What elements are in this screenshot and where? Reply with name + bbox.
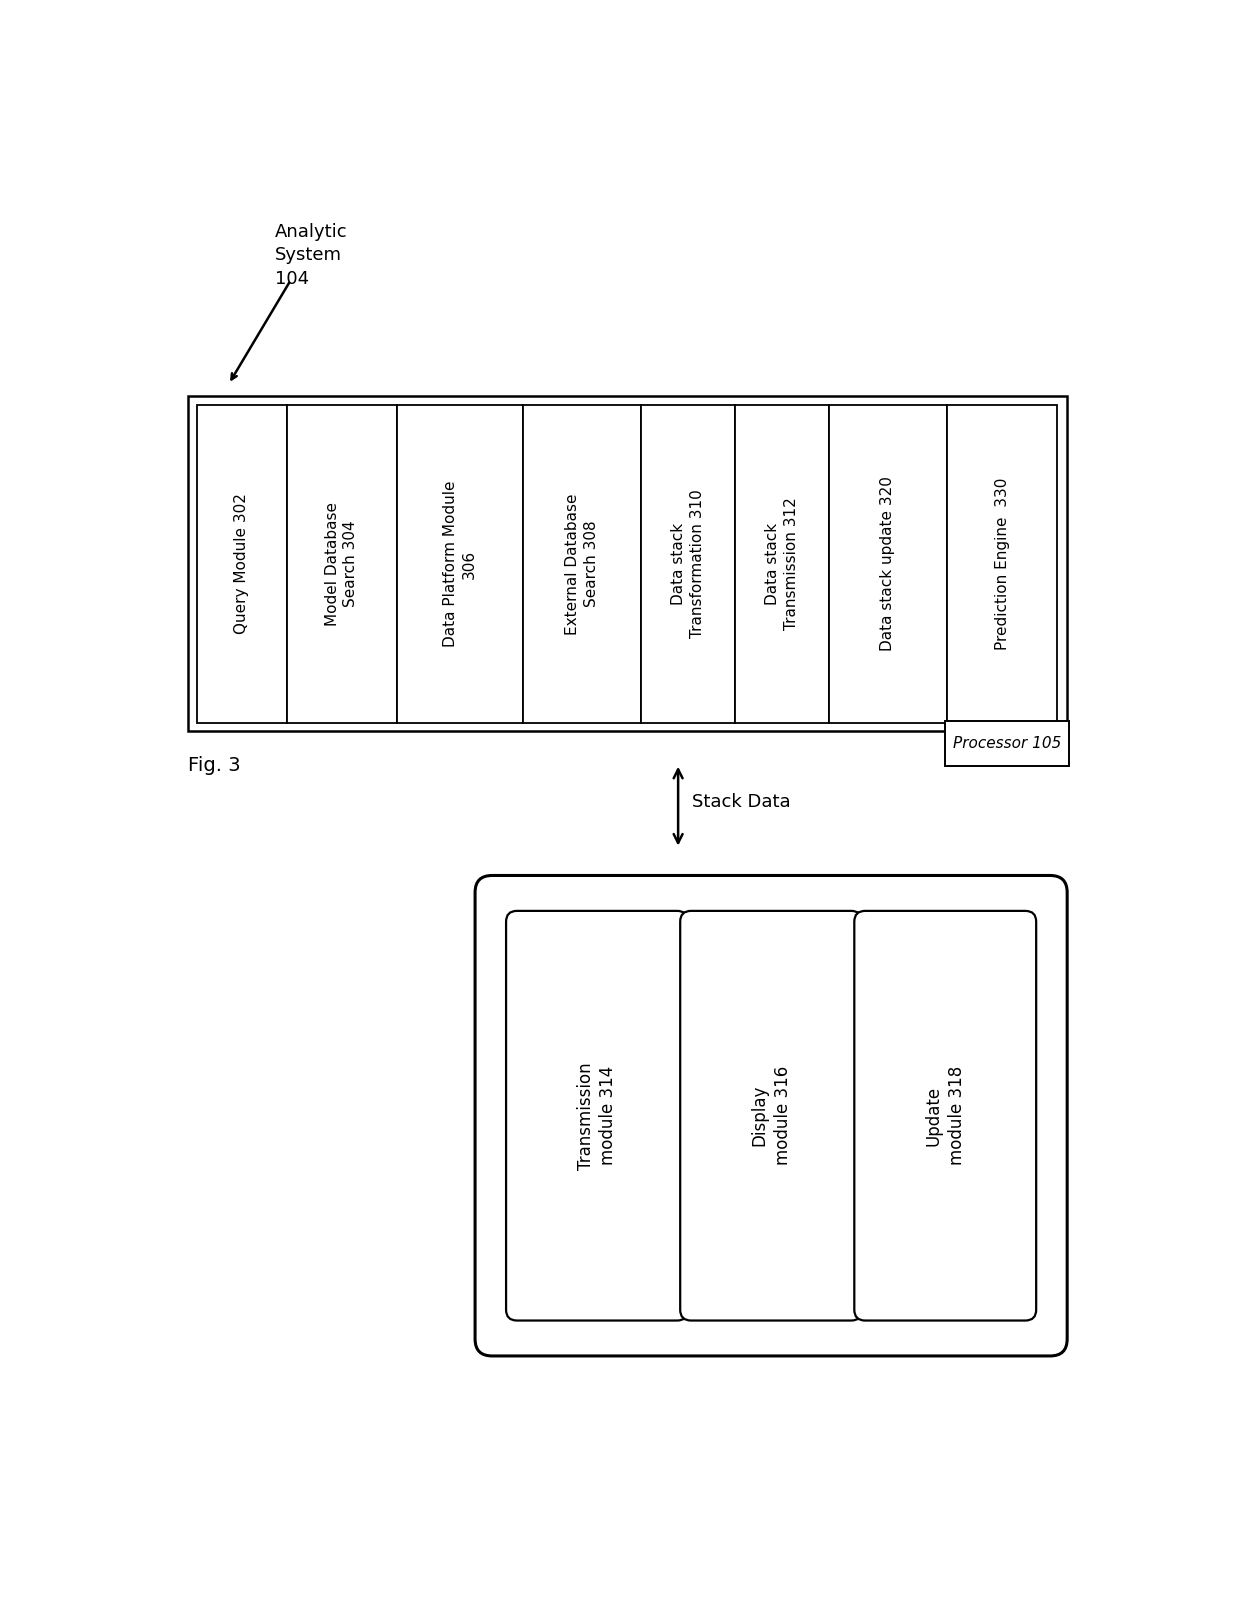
- Bar: [397, 404, 523, 723]
- Bar: [523, 404, 641, 723]
- Bar: [197, 404, 286, 723]
- Bar: [286, 404, 397, 723]
- FancyBboxPatch shape: [681, 911, 862, 1320]
- Text: Data stack
Transformation 310: Data stack Transformation 310: [671, 489, 704, 638]
- Bar: [641, 404, 735, 723]
- FancyBboxPatch shape: [854, 911, 1037, 1320]
- Bar: [735, 404, 828, 723]
- Text: External Database
Search 308: External Database Search 308: [565, 494, 599, 635]
- Text: Stack Data: Stack Data: [692, 794, 791, 812]
- FancyBboxPatch shape: [475, 876, 1068, 1355]
- Bar: [828, 404, 947, 723]
- Text: Data Platform Module
306: Data Platform Module 306: [443, 481, 476, 648]
- Bar: [945, 722, 1069, 767]
- Text: Data stack update 320: Data stack update 320: [880, 476, 895, 651]
- Text: Transmission
module 314: Transmission module 314: [577, 1062, 618, 1169]
- Text: Processor 105: Processor 105: [952, 736, 1061, 751]
- Text: Analytic
System
104: Analytic System 104: [275, 223, 347, 287]
- Text: Fig. 3: Fig. 3: [187, 755, 241, 775]
- Text: Query Module 302: Query Module 302: [234, 494, 249, 635]
- FancyBboxPatch shape: [506, 911, 688, 1320]
- Bar: [947, 404, 1056, 723]
- Bar: [187, 396, 1068, 731]
- Text: Display
module 316: Display module 316: [750, 1067, 791, 1166]
- Text: Prediction Engine  330: Prediction Engine 330: [994, 478, 1009, 650]
- Text: Data stack
Transmission 312: Data stack Transmission 312: [765, 497, 799, 630]
- Text: Model Database
Search 304: Model Database Search 304: [325, 502, 358, 626]
- Text: Update
module 318: Update module 318: [925, 1067, 966, 1166]
